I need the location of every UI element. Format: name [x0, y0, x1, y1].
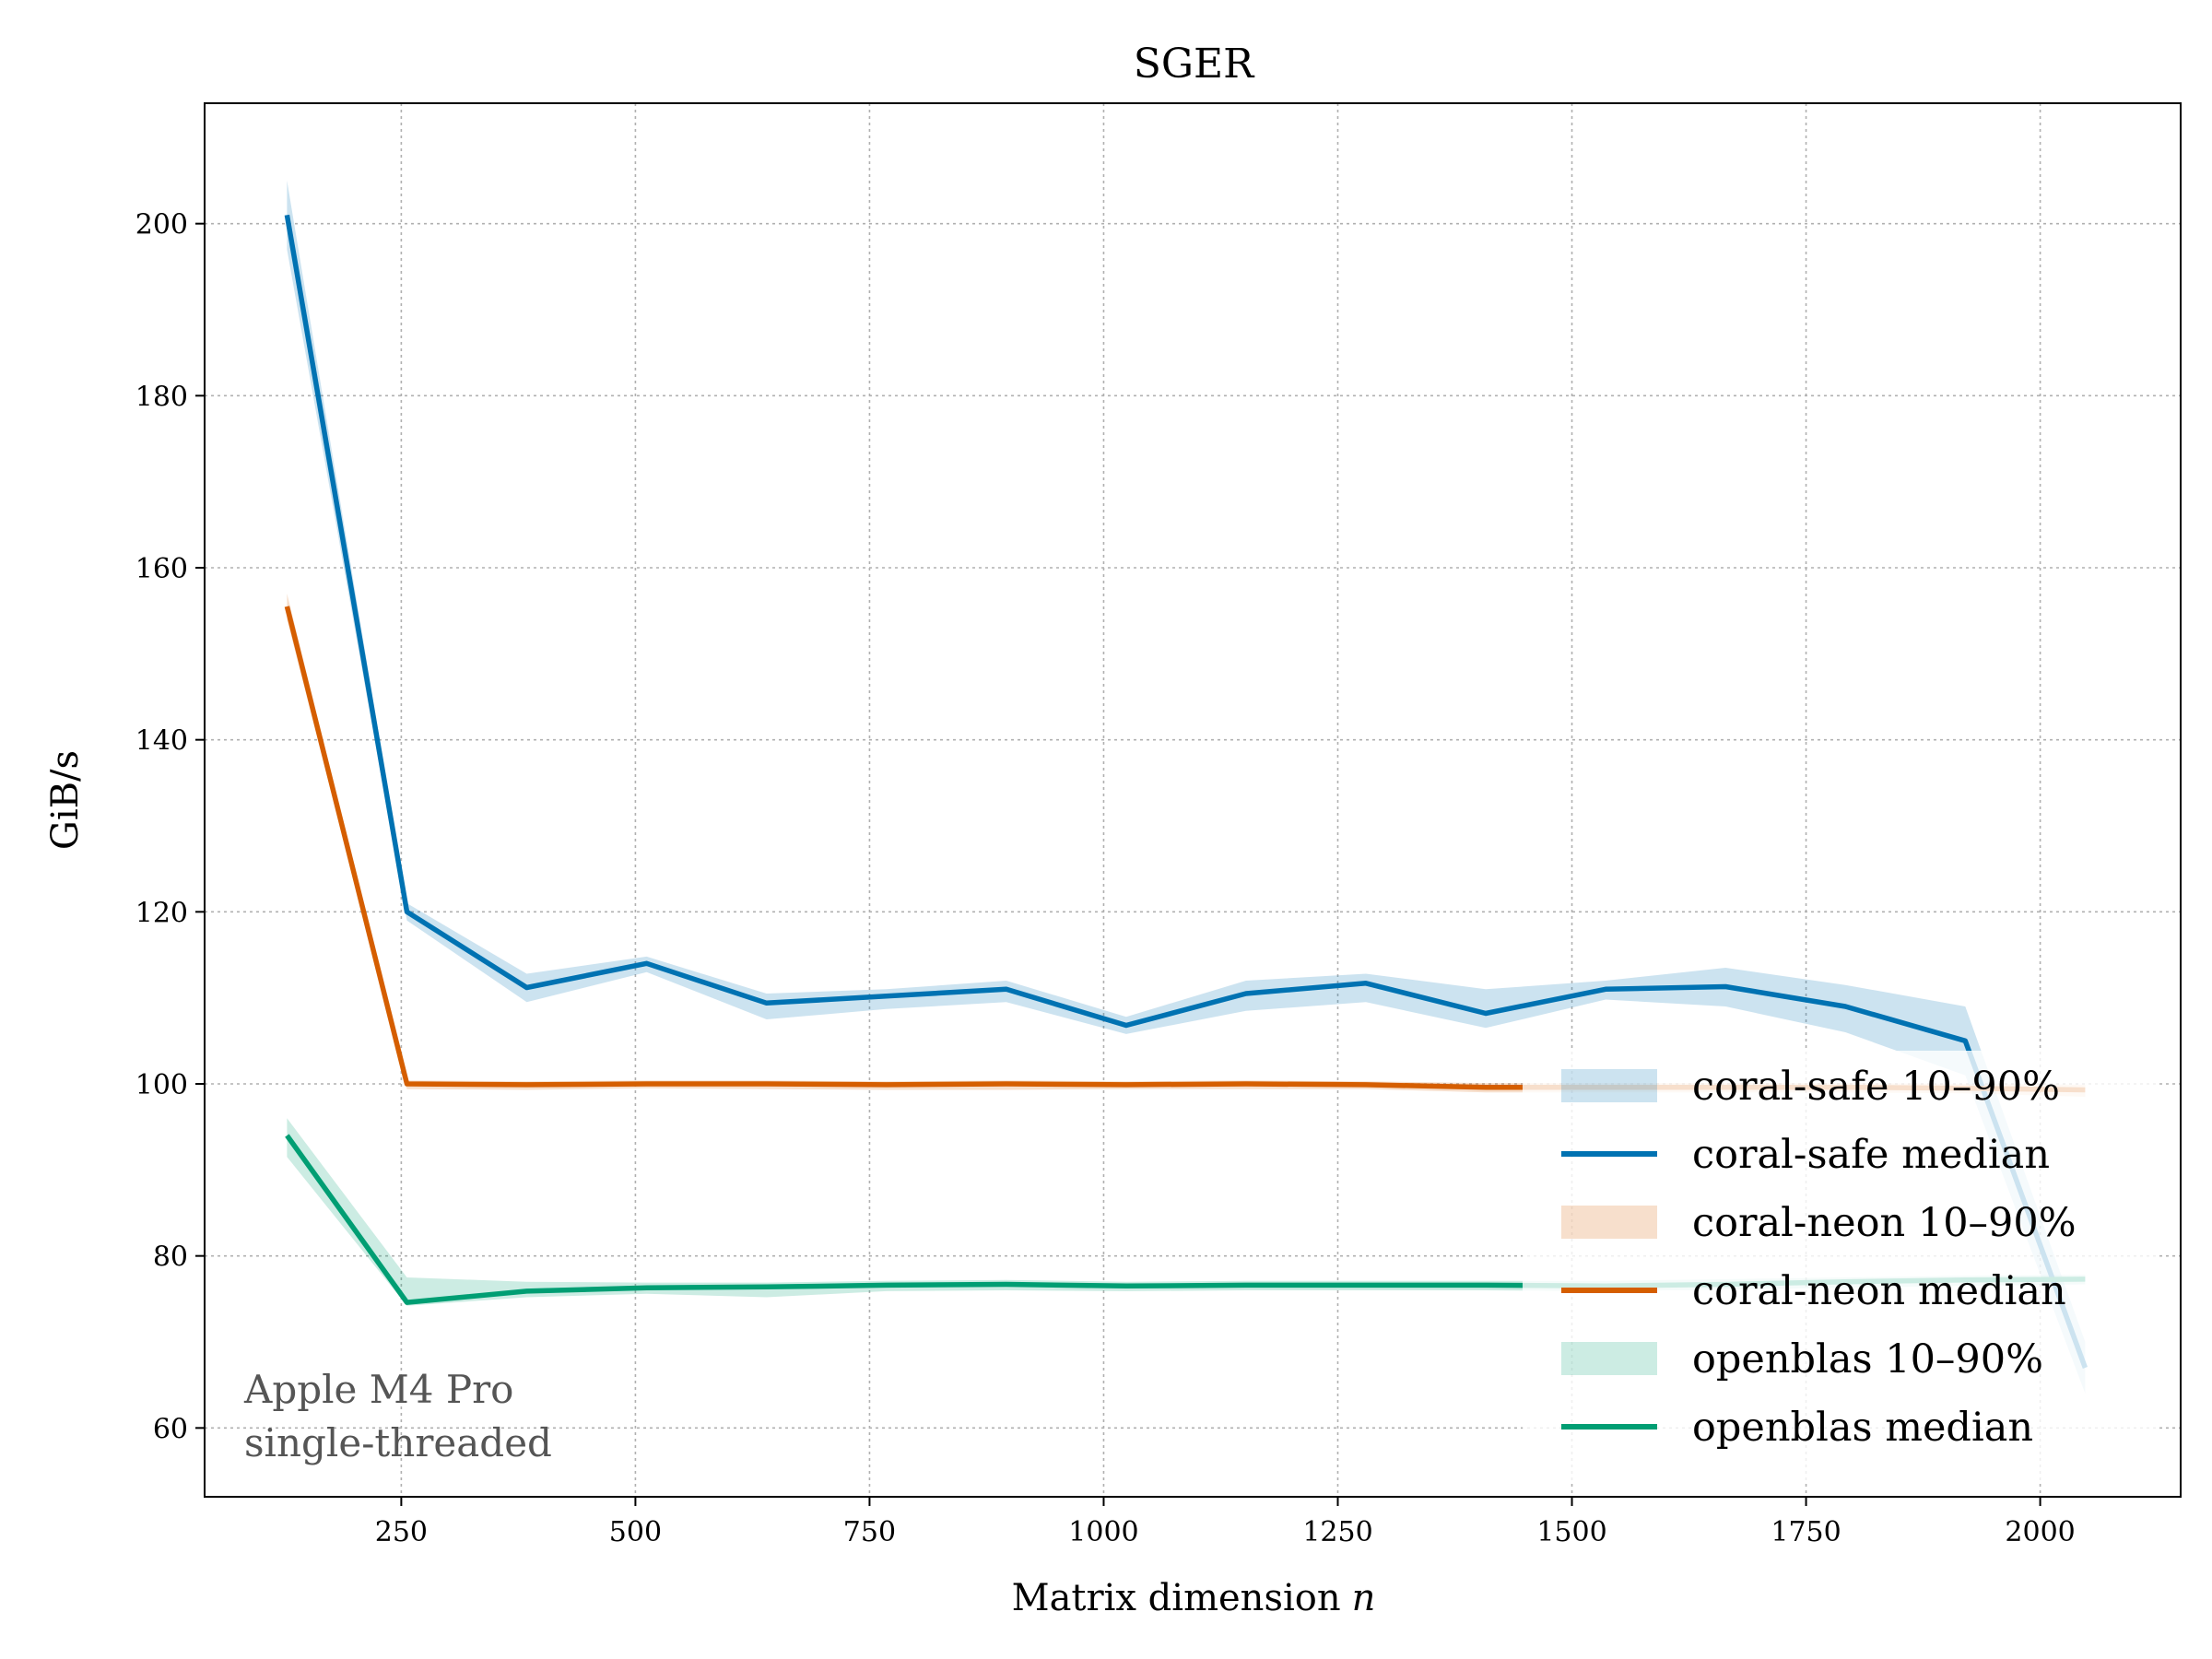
coral-safe-band-legend-label: coral-safe 10–90% [1692, 1064, 2060, 1110]
annotation-threading: single-threaded [244, 1420, 552, 1465]
x-axis-title-text: Matrix dimension [1012, 1577, 1341, 1619]
x-axis-title: Matrix dimension n [1012, 1577, 1376, 1619]
coral-safe-band-swatch [1561, 1069, 1657, 1102]
chart-title: SGER [1134, 41, 1255, 88]
y-tick-label: 120 [135, 897, 188, 929]
y-axis-ticks: 60 80 100 120 140 160 180 200 [135, 209, 205, 1445]
coral-neon-median-legend-label: coral-neon median [1692, 1268, 2066, 1314]
x-tick-label: 500 [609, 1516, 662, 1548]
percentile-bands [287, 181, 2086, 1394]
annotation-chip: Apple M4 Pro [243, 1367, 513, 1412]
x-tick-label: 1750 [1771, 1516, 1841, 1548]
openblas-band [287, 1118, 2086, 1306]
openblas-band-swatch [1561, 1342, 1657, 1375]
coral-safe-median-legend-label: coral-safe median [1692, 1132, 2050, 1178]
y-tick-label: 200 [135, 209, 188, 241]
y-axis-title: GiB/s [44, 750, 87, 850]
x-axis-ticks: 250 500 750 1000 1250 1500 1750 2000 [375, 1497, 2076, 1548]
legend: coral-safe 10–90% coral-safe median coral-… [1523, 1051, 2159, 1482]
x-axis-variable: n [1352, 1577, 1376, 1619]
x-tick-label: 250 [375, 1516, 428, 1548]
coral-neon-band-swatch [1561, 1206, 1657, 1239]
y-tick-label: 60 [153, 1413, 188, 1445]
y-tick-label: 80 [153, 1241, 188, 1274]
x-tick-label: 1500 [1536, 1516, 1606, 1548]
coral-safe-median-line [284, 214, 2088, 1369]
coral-neon-band-legend-label: coral-neon 10–90% [1692, 1200, 2077, 1246]
plot-frame [204, 102, 2182, 1498]
x-tick-label: 750 [843, 1516, 896, 1548]
y-tick-label: 100 [135, 1069, 188, 1101]
x-tick-label: 1000 [1068, 1516, 1138, 1548]
y-tick-label: 140 [135, 725, 188, 758]
legend-box [1523, 1051, 2159, 1482]
x-tick-label: 1250 [1302, 1516, 1372, 1548]
openblas-band-legend-label: openblas 10–90% [1692, 1336, 2043, 1382]
y-tick-label: 180 [135, 381, 188, 413]
x-tick-label: 2000 [2005, 1516, 2075, 1548]
openblas-median-legend-label: openblas median [1692, 1405, 2033, 1451]
y-tick-label: 160 [135, 553, 188, 585]
